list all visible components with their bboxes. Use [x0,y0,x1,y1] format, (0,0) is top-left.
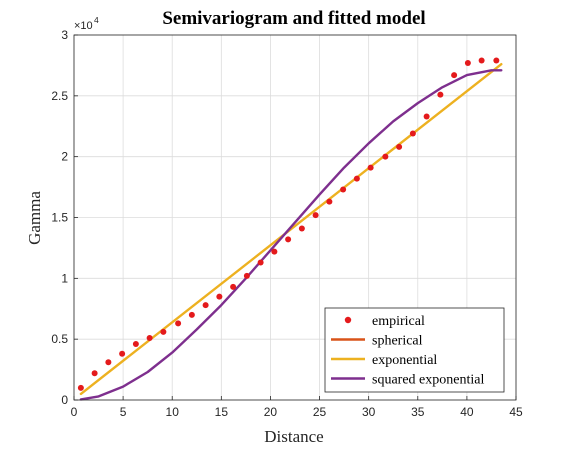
x-tick-label: 5 [120,405,127,419]
empirical-point [271,248,278,255]
y-tick-label: 0 [61,393,68,407]
empirical-point [353,175,360,182]
empirical-point [216,293,223,300]
legend-label-squared-exponential: squared exponential [372,373,484,388]
ticks: 0 5 10 15 20 25 30 35 40 45 0 0.5 1 1.5 2 2.5 3 [51,28,523,419]
y-tick-label: 1.5 [51,211,68,225]
x-axis-label: Distance [264,427,323,446]
empirical-point [312,212,319,219]
legend-label-spherical: spherical [372,334,423,349]
legend-label-exponential: exponential [372,353,437,368]
empirical-point [160,328,167,335]
empirical-point [396,143,403,150]
empirical-point [478,57,485,64]
x-tick-label: 20 [264,405,278,419]
y-multiplier-exponent: 4 [94,15,99,25]
squared-exponential-line [79,69,503,401]
y-tick-label: 2 [61,150,68,164]
y-tick-label: 2.5 [51,89,68,103]
legend-label-empirical: empirical [372,314,425,329]
y-axis-multiplier: ×10 4 [74,15,99,32]
legend-marker-empirical [344,316,352,324]
empirical-point [367,164,374,171]
empirical-point [146,334,153,341]
legend: empirical spherical exponential squared exp… [324,307,505,393]
x-tick-label: 25 [313,405,327,419]
empirical-point [382,153,389,160]
empirical-point [326,198,333,205]
series-layer [77,57,503,401]
y-multiplier-base: ×10 [74,20,93,32]
empirical-point [285,236,292,243]
empirical-point [119,350,126,357]
y-tick-label: 1 [61,271,68,285]
empirical-point [243,272,250,279]
x-tick-label: 45 [509,405,523,419]
empirical-point [437,91,444,98]
empirical-point [132,341,139,348]
empirical-point [77,384,84,391]
empirical-point [91,370,98,377]
empirical-point [493,57,500,64]
empirical-point [257,259,264,266]
y-tick-label: 3 [61,28,68,42]
y-tick-label: 0.5 [51,332,68,346]
x-tick-label: 30 [362,405,376,419]
empirical-point [188,311,195,318]
x-tick-label: 0 [71,405,78,419]
empirical-point [340,186,347,193]
empirical-point [464,59,471,66]
empirical-point [298,225,305,232]
x-tick-label: 35 [411,405,425,419]
x-tick-label: 10 [166,405,180,419]
empirical-point [230,283,237,290]
x-tick-label: 15 [215,405,229,419]
legend-items: empirical spherical exponential squared exp… [331,314,484,388]
x-tick-label: 40 [460,405,474,419]
y-axis-label: Gamma [25,191,44,245]
empirical-point [202,302,209,309]
empirical-point [451,72,458,79]
empirical-point [409,130,416,137]
empirical-point [105,359,112,366]
empirical-point [423,113,430,120]
chart-title: Semivariogram and fitted model [162,8,425,29]
empirical-point [175,320,182,327]
